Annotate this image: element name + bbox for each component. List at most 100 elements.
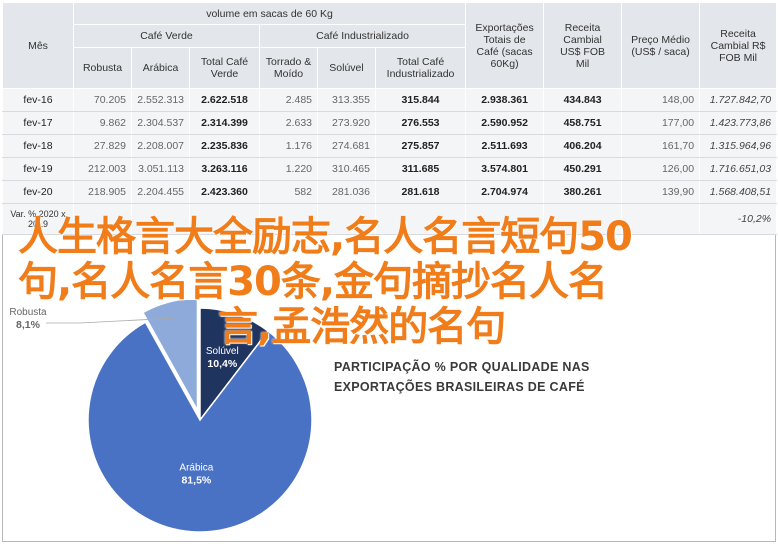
cell-var-empty bbox=[374, 203, 467, 235]
cell-export: 2.704.974 bbox=[465, 180, 545, 204]
cell-total-ind: 281.618 bbox=[374, 180, 467, 204]
table-row-variation: Var. % 2020 x 2019 -10,2% bbox=[2, 203, 778, 235]
header-receita-usd: Receita Cambial US$ FOB Mil bbox=[543, 2, 623, 89]
slice-value-label: 8,1% bbox=[16, 319, 41, 331]
cell-preco: 126,00 bbox=[621, 157, 701, 181]
header-torrado: Torrado & Moído bbox=[259, 47, 318, 89]
cell-torrado: 582 bbox=[259, 180, 318, 204]
cell-robusta: 27.829 bbox=[73, 134, 132, 158]
header-mes: Mês bbox=[2, 2, 74, 89]
cell-receita-usd: 458.751 bbox=[543, 111, 623, 135]
header-receita-rs: Receita Cambial R$ FOB Mil bbox=[699, 2, 778, 89]
header-preco-medio: Preço Médio (US$ / saca) bbox=[621, 2, 701, 89]
cell-total-verde: 2.235.836 bbox=[189, 134, 260, 158]
overlay-line-1: 人生格言大全励志,名人名言短句50 bbox=[18, 214, 633, 260]
cell-torrado: 2.633 bbox=[259, 111, 318, 135]
cell-total-verde: 3.263.116 bbox=[189, 157, 260, 181]
cell-receita-usd: 434.843 bbox=[543, 88, 623, 112]
cell-var-label: Var. % 2020 x 2019 bbox=[2, 203, 74, 235]
cell-arabica: 2.304.537 bbox=[131, 111, 190, 135]
overlay-caption: 人生格言大全励志,名人名言短句50 句,名人名言30条,金句摘抄名人名 言,孟浩… bbox=[18, 215, 758, 350]
cell-receita-rs: 1.568.408,51 bbox=[699, 180, 778, 204]
header-cafe-industrializado: Café Industrializado bbox=[258, 24, 467, 48]
slice-value-label: 10,4% bbox=[207, 358, 237, 370]
chart-title: PARTICIPAÇÃO % POR QUALIDADE NAS EXPORTA… bbox=[334, 357, 590, 397]
cell-var-receita-rs: -10,2% bbox=[699, 203, 778, 235]
cell-var-empty bbox=[131, 203, 190, 235]
cell-receita-rs: 1.716.651,03 bbox=[699, 157, 778, 181]
cell-var-empty bbox=[465, 203, 545, 235]
pie-slice-robusta bbox=[141, 300, 199, 414]
cell-preco: 177,00 bbox=[621, 111, 701, 135]
cell-mes: fev-19 bbox=[2, 157, 74, 181]
cell-arabica: 2.552.313 bbox=[131, 88, 190, 112]
cell-var-empty bbox=[543, 203, 623, 235]
slice-value-label: 81,5% bbox=[181, 474, 211, 486]
cell-receita-rs: 1.315.964,96 bbox=[699, 134, 778, 158]
table-row: fev-19 212.003 3.051.113 3.263.116 1.220 310.… bbox=[2, 157, 778, 181]
cell-mes: fev-20 bbox=[2, 180, 74, 204]
cell-receita-usd: 406.204 bbox=[543, 134, 623, 158]
cell-mes: fev-18 bbox=[2, 134, 74, 158]
header-soluvel: Solúvel bbox=[317, 47, 376, 89]
cell-export: 2.590.952 bbox=[465, 111, 545, 135]
cell-soluvel: 281.036 bbox=[317, 180, 376, 204]
cell-total-verde: 2.314.399 bbox=[189, 111, 260, 135]
table-row: fev-20 218.905 2.204.455 2.423.360 582 281.03… bbox=[2, 180, 778, 204]
cell-var-empty bbox=[317, 203, 376, 235]
slice-name-label: Arábica bbox=[179, 462, 213, 473]
pie-slice-soluvel bbox=[199, 307, 270, 423]
cell-receita-usd: 450.291 bbox=[543, 157, 623, 181]
cell-receita-rs: 1.727.842,70 bbox=[699, 88, 778, 112]
cell-mes: fev-17 bbox=[2, 111, 74, 135]
overlay-line-2: 句,名人名言30条,金句摘抄名人名 bbox=[18, 259, 608, 305]
slice-name-label: Robusta bbox=[9, 307, 47, 318]
coffee-export-table: Mês volume em sacas de 60 Kg Exportações… bbox=[2, 2, 778, 235]
cell-total-ind: 315.844 bbox=[374, 88, 467, 112]
cell-robusta: 9.862 bbox=[73, 111, 132, 135]
cell-robusta: 70.205 bbox=[73, 88, 132, 112]
chart-title-line2: EXPORTAÇÕES BRASILEIRAS DE CAFÉ bbox=[334, 380, 585, 394]
cell-arabica: 2.208.007 bbox=[131, 134, 190, 158]
cell-total-ind: 276.553 bbox=[374, 111, 467, 135]
cell-soluvel: 274.681 bbox=[317, 134, 376, 158]
cell-robusta: 218.905 bbox=[73, 180, 132, 204]
header-arabica: Arábica bbox=[131, 47, 190, 89]
table-row: fev-16 70.205 2.552.313 2.622.518 2.485 313.3… bbox=[2, 88, 778, 112]
chart-title-line1: PARTICIPAÇÃO % POR QUALIDADE NAS bbox=[334, 360, 590, 374]
cell-export: 2.511.693 bbox=[465, 134, 545, 158]
cell-total-verde: 2.622.518 bbox=[189, 88, 260, 112]
cell-receita-usd: 380.261 bbox=[543, 180, 623, 204]
slice-name-label: Solúvel bbox=[206, 346, 239, 357]
cell-robusta: 212.003 bbox=[73, 157, 132, 181]
cell-mes: fev-16 bbox=[2, 88, 74, 112]
cell-export: 2.938.361 bbox=[465, 88, 545, 112]
header-volume: volume em sacas de 60 Kg bbox=[72, 2, 467, 25]
cell-torrado: 2.485 bbox=[259, 88, 318, 112]
pie-slice-arabica bbox=[87, 321, 313, 533]
cell-arabica: 2.204.455 bbox=[131, 180, 190, 204]
header-cafe-verde: Café Verde bbox=[73, 24, 260, 48]
header-total-verde: Total Café Verde bbox=[189, 47, 260, 89]
header-robusta: Robusta bbox=[73, 47, 132, 89]
cell-soluvel: 310.465 bbox=[317, 157, 376, 181]
cell-soluvel: 313.355 bbox=[317, 88, 376, 112]
header-exportacoes: Exportações Totais de Café (sacas 60Kg) bbox=[465, 2, 545, 89]
cell-total-ind: 311.685 bbox=[374, 157, 467, 181]
cell-total-verde: 2.423.360 bbox=[189, 180, 260, 204]
cell-torrado: 1.220 bbox=[259, 157, 318, 181]
cell-preco: 148,00 bbox=[621, 88, 701, 112]
header-total-industrializado: Total Café Industrializado bbox=[374, 47, 467, 89]
cell-preco: 161,70 bbox=[621, 134, 701, 158]
cell-total-ind: 275.857 bbox=[374, 134, 467, 158]
table-row: fev-18 27.829 2.208.007 2.235.836 1.176 274.6… bbox=[2, 134, 778, 158]
cell-receita-rs: 1.423.773,86 bbox=[699, 111, 778, 135]
cell-arabica: 3.051.113 bbox=[131, 157, 190, 181]
cell-var-empty bbox=[73, 203, 132, 235]
overlay-line-3: 言,孟浩然的名句 bbox=[218, 304, 506, 350]
cell-export: 3.574.801 bbox=[465, 157, 545, 181]
cell-torrado: 1.176 bbox=[259, 134, 318, 158]
leader-line-robusta bbox=[46, 317, 174, 324]
table-row: fev-17 9.862 2.304.537 2.314.399 2.633 273.92… bbox=[2, 111, 778, 135]
